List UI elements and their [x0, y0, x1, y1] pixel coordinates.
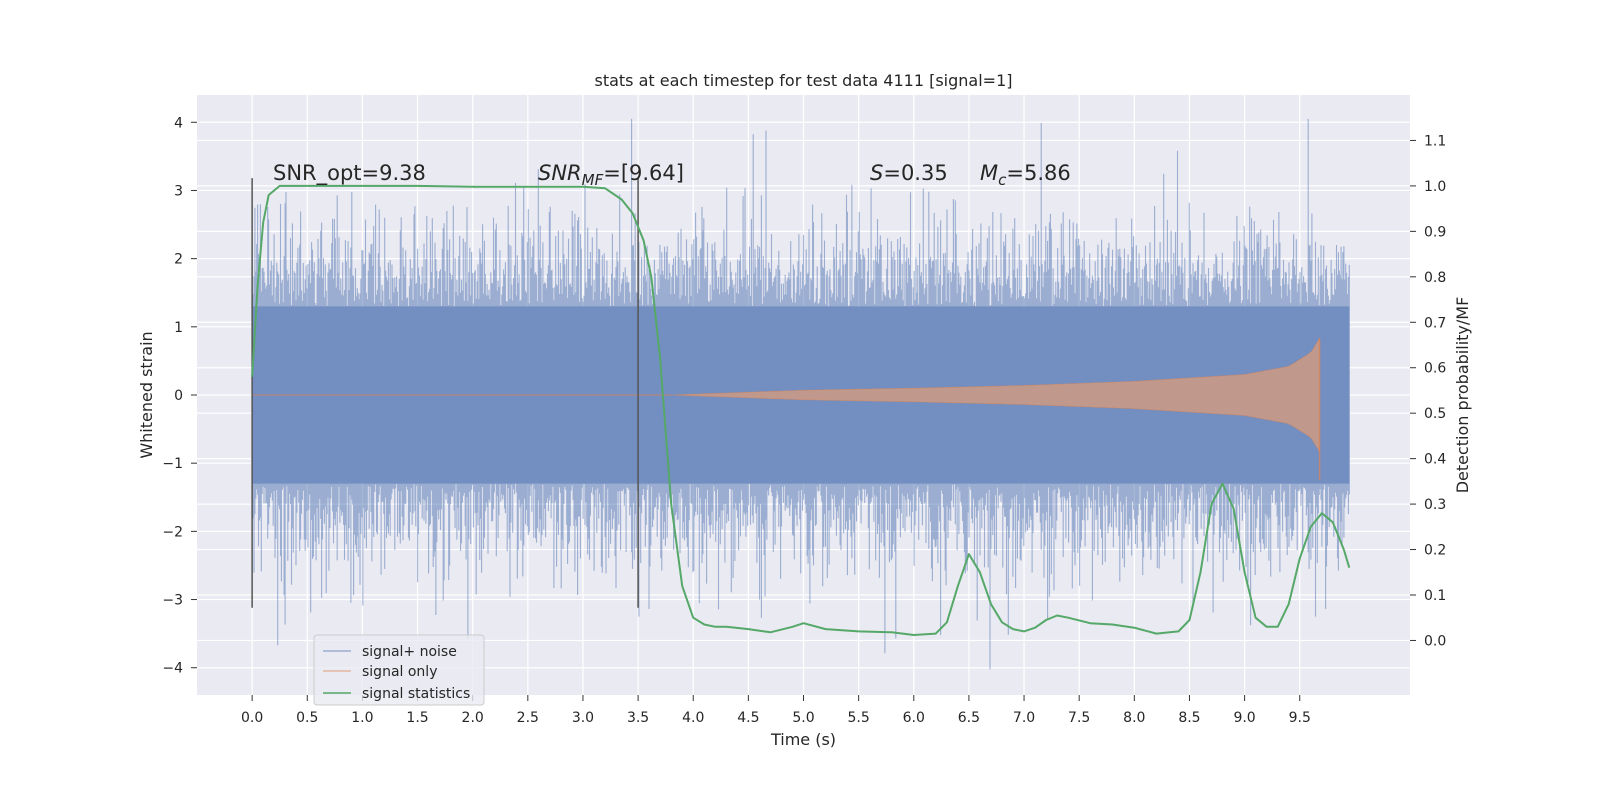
- legend-entry-signal-statistics: signal statistics: [362, 686, 470, 702]
- y-right-tick-label: 0.9: [1424, 224, 1446, 240]
- y-right-tick-label: 0.0: [1424, 633, 1446, 649]
- y-right-tick-label: 1.0: [1424, 179, 1446, 195]
- x-tick-label: 7.0: [1013, 710, 1035, 726]
- series-signal-statistics: [251, 184, 1351, 636]
- x-tick-label: 8.5: [1178, 710, 1200, 726]
- x-tick-label: 2.5: [517, 710, 539, 726]
- x-tick-label: 0.5: [296, 710, 318, 726]
- annotation-snr-opt: SNR_opt=9.38: [273, 161, 426, 186]
- annotation-s-label: S: [870, 161, 883, 185]
- series-signal-only: [252, 336, 1321, 481]
- x-tick-label: 3.5: [627, 710, 649, 726]
- x-tick-label: 1.0: [351, 710, 373, 726]
- y-right-tick-label: 0.2: [1424, 543, 1446, 559]
- x-tick-label: 1.5: [406, 710, 428, 726]
- x-tick-label: 0.0: [241, 710, 263, 726]
- y-axis-label-right: Detection probability/MF: [1453, 297, 1472, 494]
- chart-title: stats at each timestep for test data 411…: [594, 71, 1012, 90]
- y-tick-label: −2: [162, 524, 183, 540]
- annotation-snr-mf-label: SNR: [538, 161, 582, 185]
- axes: 0.0 0.5 1.0 1.5 2.0 2.5 3.0 3.5 4.0 4.5 5.0 5.5 6.0 6…: [162, 115, 1446, 726]
- y-tick-label: 3: [174, 183, 183, 199]
- x-tick-label: 4.0: [682, 710, 704, 726]
- annotation-mc-label: M: [980, 161, 998, 185]
- y-tick-label: −4: [162, 661, 183, 677]
- annotation-s: S=0.35: [870, 161, 948, 185]
- y-right-tick-label: 0.3: [1424, 497, 1446, 513]
- legend-box: [313, 634, 485, 706]
- x-tick-label: 3.0: [572, 710, 594, 726]
- x-tick-label: 6.0: [903, 710, 925, 726]
- y-right-tick-label: 0.1: [1424, 588, 1446, 604]
- y-tick-label: −3: [162, 593, 183, 609]
- legend-entry-signal-only: signal only: [362, 664, 437, 680]
- legend: signal+ noise signal only signal statist…: [313, 634, 485, 706]
- y-right-tick-label: 0.4: [1424, 452, 1446, 468]
- x-tick-label: 8.0: [1123, 710, 1145, 726]
- x-axis-label: Time (s): [770, 730, 836, 749]
- y-right-tick-label: 0.5: [1424, 406, 1446, 422]
- y-tick-label: 1: [174, 320, 183, 336]
- annotation-snr-mf: SNRMF=[9.64]: [538, 161, 684, 189]
- y-tick-label: 0: [174, 388, 183, 404]
- x-tick-label: 7.5: [1068, 710, 1090, 726]
- annotation-snr-mf-sub: MF: [582, 171, 604, 189]
- annotation-mc: Mc=5.86: [980, 161, 1071, 189]
- x-tick-label: 9.5: [1289, 710, 1311, 726]
- signal-statistics-line: [251, 184, 1351, 636]
- y-right-tick-label: 0.8: [1424, 270, 1446, 286]
- annotation-mc-sub: c: [998, 171, 1007, 189]
- y-tick-label: 2: [174, 252, 183, 268]
- x-tick-label: 6.5: [958, 710, 980, 726]
- vertical-markers: [251, 178, 639, 608]
- x-tick-label: 9.0: [1233, 710, 1255, 726]
- y-axis-label: Whitened strain: [137, 331, 156, 458]
- legend-entry-signal-noise: signal+ noise: [362, 644, 457, 660]
- y-right-tick-label: 1.1: [1424, 133, 1446, 149]
- annotation-s-value: =0.35: [883, 161, 947, 185]
- x-tick-label: 4.5: [737, 710, 759, 726]
- y-tick-label: 4: [174, 115, 183, 131]
- y-tick-label: −1: [162, 456, 183, 472]
- x-tick-label: 5.5: [848, 710, 870, 726]
- annotation-snr-mf-value: =[9.64]: [603, 161, 684, 185]
- annotation-mc-value: =5.86: [1006, 161, 1070, 185]
- x-tick-label: 2.0: [462, 710, 484, 726]
- x-tick-label: 5.0: [792, 710, 814, 726]
- y-right-tick-label: 0.6: [1424, 361, 1446, 377]
- y-right-tick-label: 0.7: [1424, 315, 1446, 331]
